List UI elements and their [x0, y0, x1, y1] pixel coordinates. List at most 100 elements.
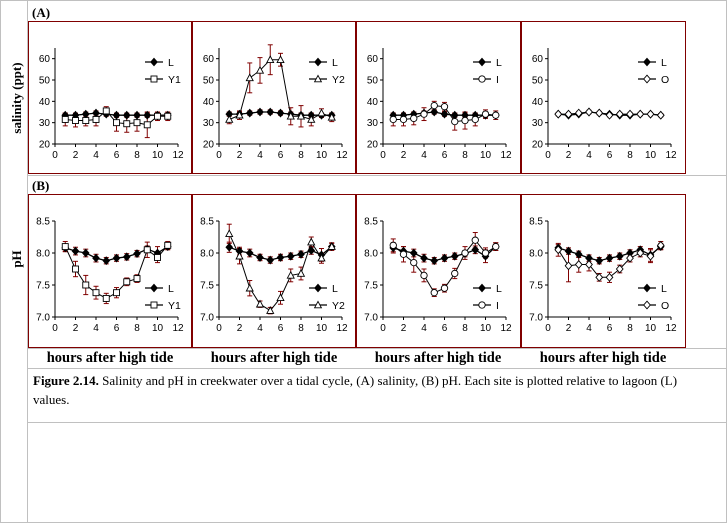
data-point [636, 109, 645, 119]
y-tick-label: 8.0 [200, 249, 214, 260]
data-point [61, 243, 69, 251]
data-point [389, 115, 397, 124]
data-point [440, 284, 449, 292]
x-tick-label: 6 [442, 323, 448, 334]
data-point [102, 256, 111, 266]
legend-label: Y2 [332, 74, 345, 86]
data-point [595, 272, 604, 282]
y-tick-label: 7.5 [364, 281, 378, 292]
x-tick-label: 4 [257, 150, 263, 161]
data-point [123, 120, 131, 128]
data-point [471, 245, 480, 255]
legend-label: O [661, 74, 669, 86]
data-point [656, 110, 665, 120]
data-point [574, 108, 583, 118]
x-tick-label: 12 [500, 323, 512, 334]
y-tick-label: 8.0 [36, 249, 50, 260]
x-tick-label: 8 [134, 150, 140, 161]
data-point [440, 103, 449, 111]
data-point [420, 271, 428, 280]
data-point [245, 248, 254, 258]
panel-border [28, 21, 192, 174]
x-tick-label: 12 [665, 323, 677, 334]
data-point [255, 299, 265, 308]
data-point [143, 121, 151, 129]
legend-marker [150, 57, 158, 67]
series-markers-y1 [61, 107, 172, 129]
section-a-label: (A) [32, 5, 51, 20]
y-tick-label: 8.5 [200, 217, 214, 228]
legend-marker [314, 283, 322, 293]
data-point [307, 237, 316, 246]
legend-marker [313, 300, 323, 309]
x-tick-label: 2 [401, 150, 407, 161]
x-tick-label: 12 [172, 150, 184, 161]
data-point [585, 260, 593, 270]
y-tick-label: 60 [39, 54, 51, 65]
x-tick-label: 8 [462, 150, 468, 161]
data-point [245, 283, 254, 292]
data-point [410, 114, 418, 123]
legend-label: L [496, 283, 502, 295]
data-point [471, 236, 479, 244]
x-tick-label: 4 [421, 323, 427, 334]
data-point [133, 110, 141, 120]
data-point [133, 249, 141, 259]
y-tick-label: 7.0 [529, 313, 543, 324]
series-markers-o [554, 240, 665, 282]
data-point [399, 115, 408, 124]
legend-marker [643, 57, 651, 67]
legend-marker [150, 283, 158, 293]
y-tick-label: 40 [367, 97, 379, 108]
data-point [296, 268, 306, 277]
data-point [554, 109, 563, 119]
data-point [626, 253, 634, 263]
y-tick-label: 40 [532, 97, 544, 108]
data-point [235, 110, 244, 119]
legend-label: Y2 [332, 300, 345, 312]
data-point [554, 245, 563, 255]
data-point [451, 269, 459, 278]
y-tick-label: 50 [532, 76, 544, 87]
legend-marker [313, 74, 323, 83]
data-point [440, 253, 449, 263]
data-point [574, 260, 583, 270]
x-tick-label: 6 [607, 323, 613, 334]
xlabel-4: hours after high tide [539, 350, 667, 366]
y-tick-label: 20 [367, 140, 379, 151]
data-point [440, 109, 449, 119]
data-point [430, 256, 439, 266]
chart-panel-a-1: 20 30 40 50 60 0 2 4 6 8 10 12 L Y1 [28, 21, 192, 174]
caption-title: Figure 2.14. [33, 373, 99, 388]
data-point [492, 111, 500, 119]
data-point [605, 110, 614, 120]
y-tick-label: 8.5 [529, 217, 543, 228]
legend-label: L [332, 283, 338, 295]
data-point [461, 116, 469, 125]
x-tick-label: 4 [421, 150, 427, 161]
x-tick-label: 0 [216, 323, 222, 334]
x-tick-label: 8 [298, 150, 304, 161]
data-point [399, 250, 408, 258]
data-point [256, 253, 264, 262]
y-tick-label: 50 [203, 76, 215, 87]
data-point [656, 240, 665, 250]
legend-marker [478, 75, 486, 83]
y-tick-label: 60 [203, 54, 215, 65]
x-tick-label: 6 [607, 150, 613, 161]
x-tick-label: 2 [237, 150, 243, 161]
y-tick-label: 30 [367, 118, 379, 129]
data-point [646, 109, 655, 119]
data-point [266, 306, 275, 314]
y-tick-label: 30 [203, 118, 215, 129]
data-point [133, 275, 141, 283]
data-point [266, 55, 275, 63]
x-tick-label: 0 [216, 150, 222, 161]
data-point [225, 114, 234, 123]
x-tick-label: 6 [114, 150, 120, 161]
data-point [235, 251, 244, 260]
data-point [420, 253, 428, 263]
chart-panel-a-2: 20 30 40 50 60 0 2 4 6 8 10 12 L Y2 [192, 21, 356, 174]
legend-marker [643, 283, 651, 293]
